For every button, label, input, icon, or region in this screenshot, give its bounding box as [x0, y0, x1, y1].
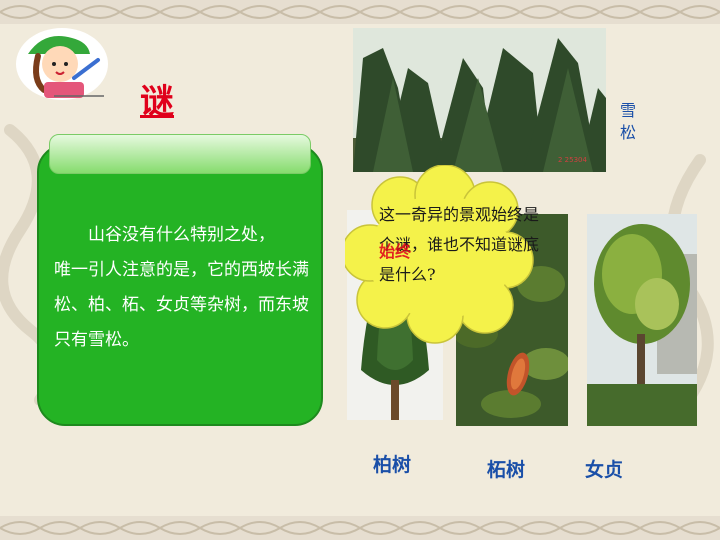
caption-privet: 女贞 [585, 459, 624, 481]
bottom-border-band [0, 516, 720, 540]
student-cartoon-image [16, 28, 108, 100]
riddle-paragraph-2: 唯一引人注意的是，它的西坡长满松、柏、柘、女贞等杂树，而东坡只有雪松。 [54, 260, 309, 350]
caption-cypress: 柏树 [373, 454, 412, 476]
cloud-riddle-text: 这一奇异的景观始终是个谜，谁也不知道谜底是什么? [379, 205, 540, 284]
photo-watermark-text: 2 25304 [558, 156, 587, 164]
caption-cudrania: 柘树 [487, 459, 526, 481]
riddle-text: 山谷没有什么特别之处， 唯一引人注意的是，它的西坡长满松、柏、柘、女贞等杂树，而… [54, 218, 314, 358]
cedar-label: 雪松 [619, 101, 636, 142]
cloud-overlay-word: 始终 [379, 242, 412, 261]
privet-tree-photo [587, 214, 697, 426]
riddle-paragraph-1: 山谷没有什么特别之处， [88, 225, 275, 245]
riddle-panel-header-bar [49, 134, 311, 174]
cedar-forest-photo: 2 25304 [353, 28, 606, 172]
riddle-thought-cloud [345, 165, 534, 344]
riddle-panel [37, 144, 323, 426]
top-border-band [0, 0, 720, 24]
